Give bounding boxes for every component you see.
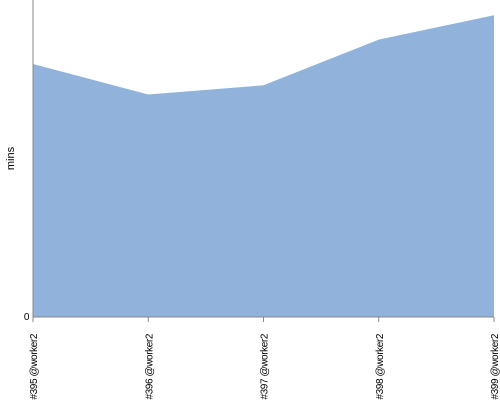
x-tick-label: #396 @worker2 [144,333,155,399]
y-axis-title: mins [5,146,17,170]
x-tick-label: #397 @worker2 [260,333,271,399]
plot-area [32,15,495,317]
x-tick-label: #395 @worker2 [29,333,40,399]
x-tick-label: #399 @worker2 [490,333,500,399]
x-tick-label: #398 @worker2 [375,333,386,399]
x-axis-ticks: #395 @worker2 #396 @worker2 #397 @worker2 #… [29,317,500,400]
y-axis-ticks: 0 [24,312,30,323]
area-series-0 [33,15,494,317]
y-tick-label: 0 [24,312,30,323]
